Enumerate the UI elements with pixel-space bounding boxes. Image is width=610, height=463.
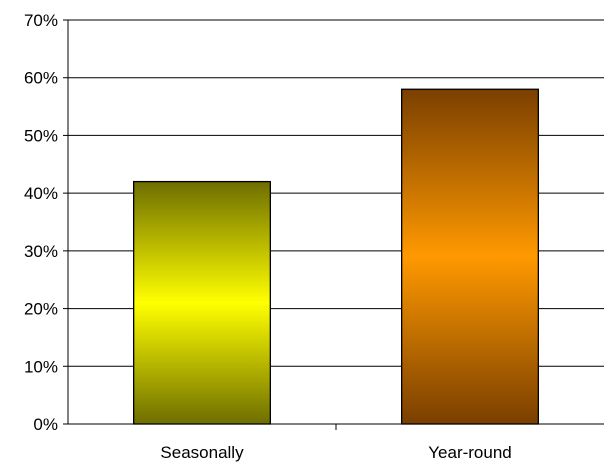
y-tick-label: 30% — [24, 242, 58, 261]
axes — [63, 19, 604, 430]
y-tick-label: 50% — [24, 126, 58, 145]
bar-year-round — [401, 88, 539, 425]
y-tick-labels: 0% 10% 20% 30% 40% 50% 60% 70% — [24, 11, 58, 434]
y-tick-label: 10% — [24, 357, 58, 376]
y-tick-label: 40% — [24, 184, 58, 203]
y-tick-label: 70% — [24, 11, 58, 30]
y-tick-label: 60% — [24, 69, 58, 88]
x-category-label: Year-round — [428, 443, 512, 462]
bar-seasonally — [133, 180, 271, 425]
x-category-labels: Seasonally Year-round — [160, 443, 511, 462]
y-tick-label: 0% — [33, 415, 58, 434]
x-category-label: Seasonally — [160, 443, 244, 462]
y-tick-label: 20% — [24, 300, 58, 319]
bars — [133, 88, 539, 425]
